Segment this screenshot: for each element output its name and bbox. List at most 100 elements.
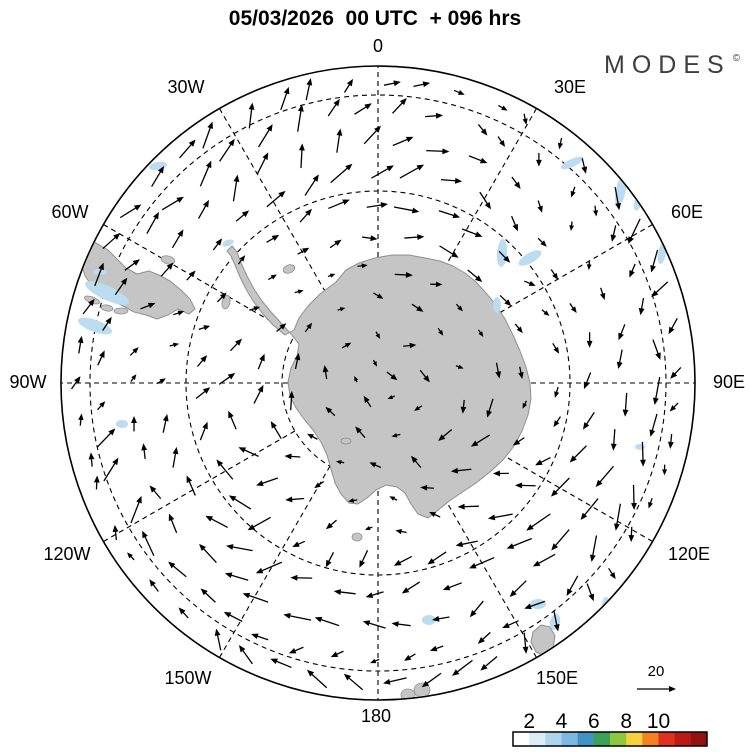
vector-arrow [152, 170, 162, 187]
longitude-label: 90E [713, 372, 745, 392]
vector-arrow-head [600, 293, 605, 300]
colorbar-cell [691, 732, 708, 746]
vector-arrow [573, 446, 587, 460]
vector-arrow-head [105, 317, 111, 324]
vector-arrow-head [177, 311, 184, 316]
vector-arrow [625, 393, 626, 413]
vector-arrow-head [456, 541, 463, 547]
vector-arrow-head [615, 203, 621, 210]
vector-arrow-head [423, 81, 430, 87]
vector-arrow [251, 517, 270, 528]
reference-vector-value: 20 [648, 663, 665, 680]
vector-arrow [203, 125, 211, 148]
vector-arrow-head [285, 497, 292, 503]
vector-arrow-head [526, 524, 533, 530]
colorbar-tick-label: 8 [620, 710, 632, 733]
vector-arrow-head [370, 659, 376, 663]
longitude-label: 120E [668, 544, 710, 564]
vector-arrow-head [234, 175, 240, 182]
vector-arrow [281, 91, 288, 110]
vector-arrow-head [650, 265, 656, 273]
longitude-label: 0 [373, 36, 383, 56]
vector-arrow [492, 514, 513, 518]
vector-arrow-head [590, 555, 596, 562]
reference-vector: 20 [637, 663, 676, 692]
colorbar-tick-label: 6 [588, 710, 600, 733]
meridian-line [220, 466, 331, 657]
vector-arrow [642, 442, 643, 463]
shaded-patch [635, 444, 645, 450]
shaded-patch [496, 239, 508, 268]
island [352, 533, 362, 541]
vector-arrow-head [485, 202, 491, 209]
reference-arrow-icon [637, 686, 676, 692]
vector-arrow-head [283, 613, 290, 619]
vector-arrow [569, 576, 578, 593]
vector-arrow-head [523, 118, 528, 125]
vector-arrow-head [617, 362, 623, 369]
landmass [227, 246, 531, 518]
colorbar-cell [610, 732, 627, 746]
vector-arrow-head [589, 594, 595, 602]
vector-arrow-head [313, 174, 319, 181]
shaded-patch [493, 297, 501, 313]
vector-arrow-head [393, 80, 400, 86]
vector-arrow-head [611, 444, 617, 451]
vector-arrow-head [133, 259, 140, 266]
vector-arrow-head [243, 593, 251, 599]
vector-arrow-head [623, 410, 629, 417]
vector-arrow-head [315, 617, 323, 623]
vector-arrow [630, 219, 640, 240]
vector-arrow-head [553, 420, 559, 427]
vector-arrow-head [631, 503, 637, 510]
vector-arrow-head [610, 572, 616, 579]
vector-arrow-head [537, 206, 542, 213]
vector-arrow-head [669, 686, 676, 692]
vector-arrow-head [552, 273, 558, 280]
vector-arrow-head [536, 160, 542, 167]
vector-arrow [131, 500, 140, 523]
vector-arrow [103, 236, 117, 249]
vector-arrow-head [614, 523, 620, 530]
vector-arrow-head [587, 264, 592, 270]
vector-arrow-head [136, 496, 141, 504]
vector-arrow-head [163, 414, 169, 421]
island [160, 254, 176, 265]
vector-arrow-head [173, 343, 179, 348]
vector-arrow-head [290, 575, 297, 581]
vector-arrow-head [112, 458, 118, 465]
vector-arrow-head [404, 655, 411, 661]
vector-arrow-head [406, 137, 414, 142]
longitude-label: 30W [167, 77, 204, 97]
vector-arrow-head [215, 629, 221, 636]
vector-arrow-head [571, 191, 576, 198]
vector-arrow [287, 615, 311, 620]
vector-arrow-head [251, 633, 259, 639]
vector-arrow-head [306, 78, 312, 85]
vector-arrow-head [493, 471, 500, 477]
vector-arrow [598, 466, 613, 484]
vector-arrow [652, 250, 657, 269]
vector-arrow [425, 673, 441, 685]
vector-arrow-head [554, 391, 559, 398]
vector-arrow [171, 564, 186, 576]
vector-arrow [257, 156, 266, 174]
vector-arrow-head [443, 585, 451, 590]
vector-arrow [260, 478, 278, 484]
colorbar-cell [529, 732, 546, 746]
vector-arrow [97, 431, 112, 447]
vector-arrow [274, 660, 291, 667]
vector-arrow-head [427, 558, 434, 564]
vector-arrow [220, 142, 233, 161]
vector-arrow [219, 463, 233, 480]
vector-arrow [259, 128, 271, 147]
vector-arrow [301, 148, 302, 169]
vector-arrow-head [370, 235, 377, 241]
colorbar-cell [513, 732, 530, 746]
vector-arrow-head [173, 447, 179, 454]
vector-arrow-head [640, 460, 646, 467]
meridian-line [103, 431, 294, 542]
vector-arrow-head [451, 252, 458, 258]
